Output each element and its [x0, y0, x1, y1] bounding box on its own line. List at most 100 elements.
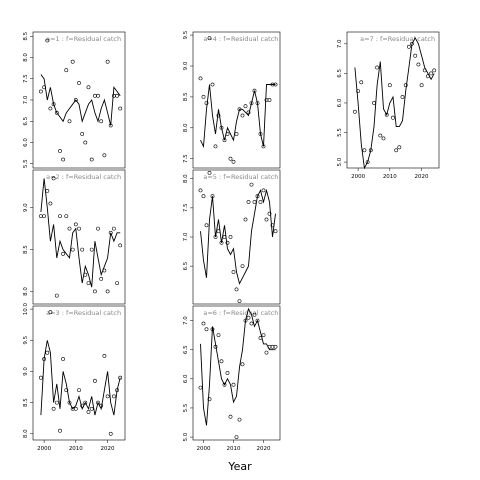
- observed-point: [93, 93, 97, 98]
- x-tick-label: 2000: [37, 446, 51, 452]
- observed-point: [201, 194, 206, 199]
- observed-point: [213, 144, 218, 149]
- observed-point: [96, 226, 100, 231]
- observed-point: [216, 333, 221, 338]
- observed-point: [198, 76, 203, 81]
- observed-point: [96, 93, 100, 98]
- y-tick-label: 6.5: [183, 345, 189, 354]
- observed-point: [58, 428, 62, 433]
- observed-point: [359, 80, 364, 85]
- panel: a=5 : f=Residual catch 6.5 7.0 7.5 8.0: [183, 169, 281, 305]
- x-tick-label: 2000: [351, 174, 365, 180]
- observed-point: [86, 85, 91, 90]
- observed-point: [77, 81, 81, 85]
- panel-label: a=4 : f=Residual catch: [203, 35, 278, 43]
- observed-point: [387, 83, 392, 88]
- x-tick-label: 2010: [383, 174, 397, 180]
- observed-point: [108, 123, 113, 128]
- observed-point: [105, 59, 110, 64]
- x-tick-label: 2000: [197, 446, 211, 452]
- panel: a=7 : f=Residual catch 5.0 5.5 6.0 6.5 7.0 200…: [337, 31, 440, 180]
- observed-point: [397, 145, 402, 150]
- y-tick-label: 5.5: [23, 159, 29, 168]
- observed-point: [394, 148, 399, 153]
- x-tick-label: 2010: [69, 446, 83, 452]
- observed-point: [391, 115, 395, 120]
- observed-point: [267, 98, 272, 102]
- y-tick-label: 7.0: [183, 232, 189, 241]
- observed-point: [64, 388, 69, 393]
- observed-point: [216, 113, 221, 118]
- panel-label: a=5 : f=Residual catch: [203, 173, 278, 181]
- observed-point: [89, 157, 94, 162]
- observed-point: [51, 406, 56, 411]
- observed-point: [204, 223, 209, 228]
- observed-point: [273, 344, 278, 349]
- y-tick-label: 5.0: [337, 157, 343, 166]
- y-tick-label: 7.5: [183, 154, 189, 163]
- observed-point: [210, 82, 215, 87]
- observed-point: [115, 388, 120, 393]
- observed-point: [240, 264, 245, 269]
- observed-point: [252, 200, 257, 204]
- observed-point: [39, 89, 43, 94]
- observed-point: [201, 95, 206, 99]
- observed-point: [352, 109, 357, 114]
- chart-panels: a=1 : f=Residual catch 5.5 6.0 6.5 7.0 7.5 8.0…: [23, 30, 440, 452]
- panel-label: a=7 : f=Residual catch: [360, 35, 435, 43]
- y-tick-label: 9.0: [183, 61, 189, 70]
- panel-label: a=1 : f=Residual catch: [46, 35, 121, 43]
- observed-point: [228, 235, 233, 239]
- observed-point: [237, 417, 242, 422]
- observed-point: [225, 132, 230, 136]
- y-tick-label: 10.0: [23, 302, 29, 315]
- observed-point: [108, 230, 113, 235]
- observed-point: [108, 431, 113, 436]
- observed-point: [384, 112, 389, 117]
- observed-point: [115, 281, 120, 286]
- observed-point: [261, 188, 266, 193]
- observed-point: [77, 226, 81, 231]
- observed-point: [70, 247, 75, 252]
- y-tick-label: 7.0: [23, 95, 29, 104]
- observed-point: [105, 289, 110, 294]
- panel: a=2 : f=Residual catch 8.0 8.5 9.0: [23, 169, 126, 305]
- observed-point: [80, 132, 85, 136]
- observed-point: [261, 144, 266, 149]
- observed-point: [249, 321, 254, 326]
- observed-point: [252, 312, 257, 317]
- y-tick-label: 6.0: [23, 138, 29, 147]
- observed-point: [210, 194, 215, 199]
- observed-point: [222, 235, 227, 239]
- observed-point: [54, 400, 59, 405]
- observed-point: [413, 53, 418, 58]
- observed-point: [204, 327, 209, 332]
- observed-point: [67, 226, 72, 231]
- observed-point: [225, 371, 230, 375]
- observed-point: [64, 68, 69, 73]
- observed-point: [61, 157, 66, 162]
- observed-point: [118, 375, 123, 380]
- observed-point: [105, 394, 110, 399]
- y-tick-label: 7.0: [337, 39, 343, 48]
- observed-point: [48, 201, 53, 206]
- observed-point: [234, 287, 239, 292]
- observed-point: [99, 276, 104, 281]
- observed-point: [39, 214, 43, 219]
- observed-point: [67, 119, 72, 124]
- observed-point: [115, 93, 120, 98]
- observed-point: [89, 406, 94, 411]
- observed-point: [249, 101, 254, 106]
- observed-point: [267, 211, 272, 216]
- observed-point: [216, 229, 221, 234]
- observed-point: [222, 138, 227, 143]
- panel-label: a=6 : f=Residual catch: [203, 309, 278, 317]
- observed-point: [93, 289, 97, 294]
- observed-point: [406, 44, 411, 49]
- observed-point: [39, 375, 43, 380]
- panel: a=6 : f=Residual catch 5.0 5.5 6.0 6.5 7.0 200…: [183, 305, 281, 452]
- observed-point: [258, 132, 263, 136]
- observed-point: [219, 240, 224, 245]
- observed-point: [61, 357, 66, 361]
- observed-point: [273, 229, 278, 234]
